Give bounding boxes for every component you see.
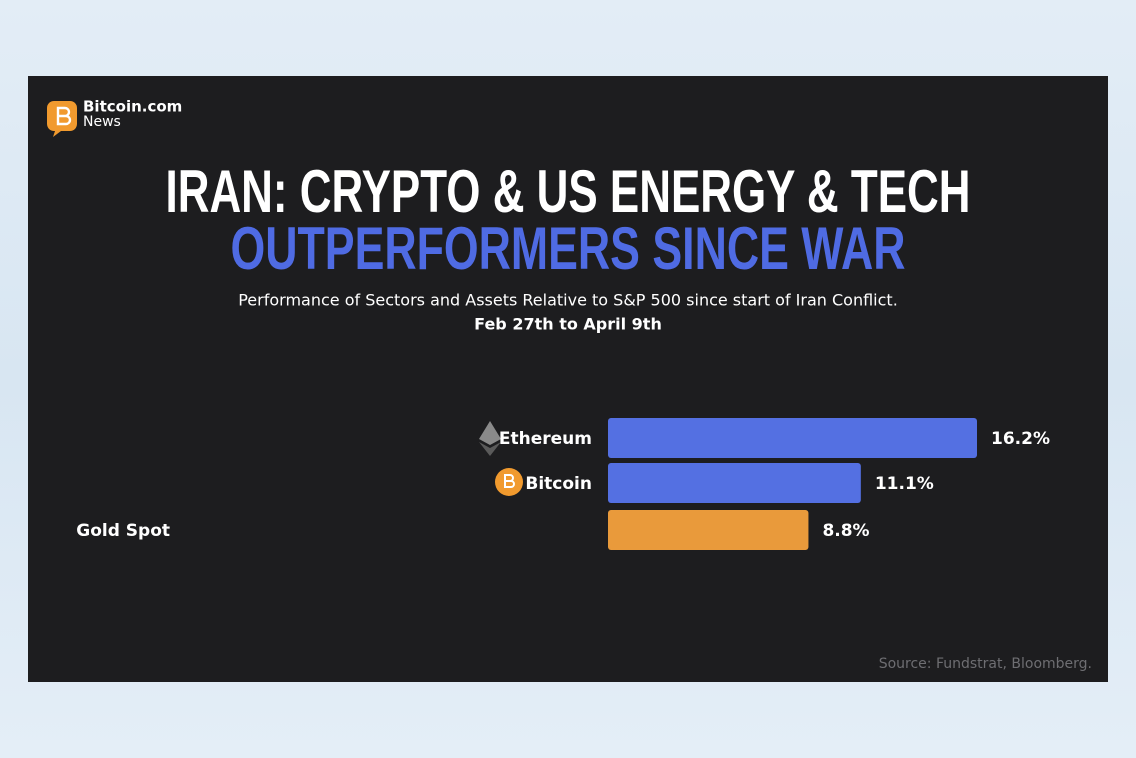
title-line: IRAN: CRYPTO & US ENERGY & TECH [166, 158, 971, 225]
bitcoin-icon [495, 468, 523, 496]
source: Source: Fundstrat, Bloomberg. [879, 656, 1092, 672]
ethereum-icon [479, 421, 501, 456]
title-line: OUTPERFORMERS SINCE WAR [231, 215, 906, 282]
value-label: 16.2% [991, 429, 1050, 449]
logo: Bitcoin.com News [47, 98, 182, 137]
btc-glyph [504, 474, 515, 488]
category-label: Gold Spot [76, 521, 170, 541]
brand-name: Bitcoin.com [83, 98, 182, 116]
panel [28, 76, 1108, 682]
subtitle: Feb 27th to April 9th [474, 315, 662, 334]
value-label: 11.1% [875, 474, 934, 494]
brand-sub: News [83, 114, 121, 130]
eth-top [479, 421, 501, 445]
bar [608, 418, 977, 458]
logo-glyph [56, 106, 72, 126]
value-label: 8.8% [822, 521, 869, 541]
category-label: Bitcoin [525, 474, 592, 494]
logo-tail [53, 131, 61, 137]
subtitle: Performance of Sectors and Assets Relati… [238, 291, 898, 310]
bar [608, 510, 809, 550]
category-label: Ethereum [499, 429, 592, 449]
eth-bottom [479, 442, 501, 456]
bar [608, 463, 861, 503]
